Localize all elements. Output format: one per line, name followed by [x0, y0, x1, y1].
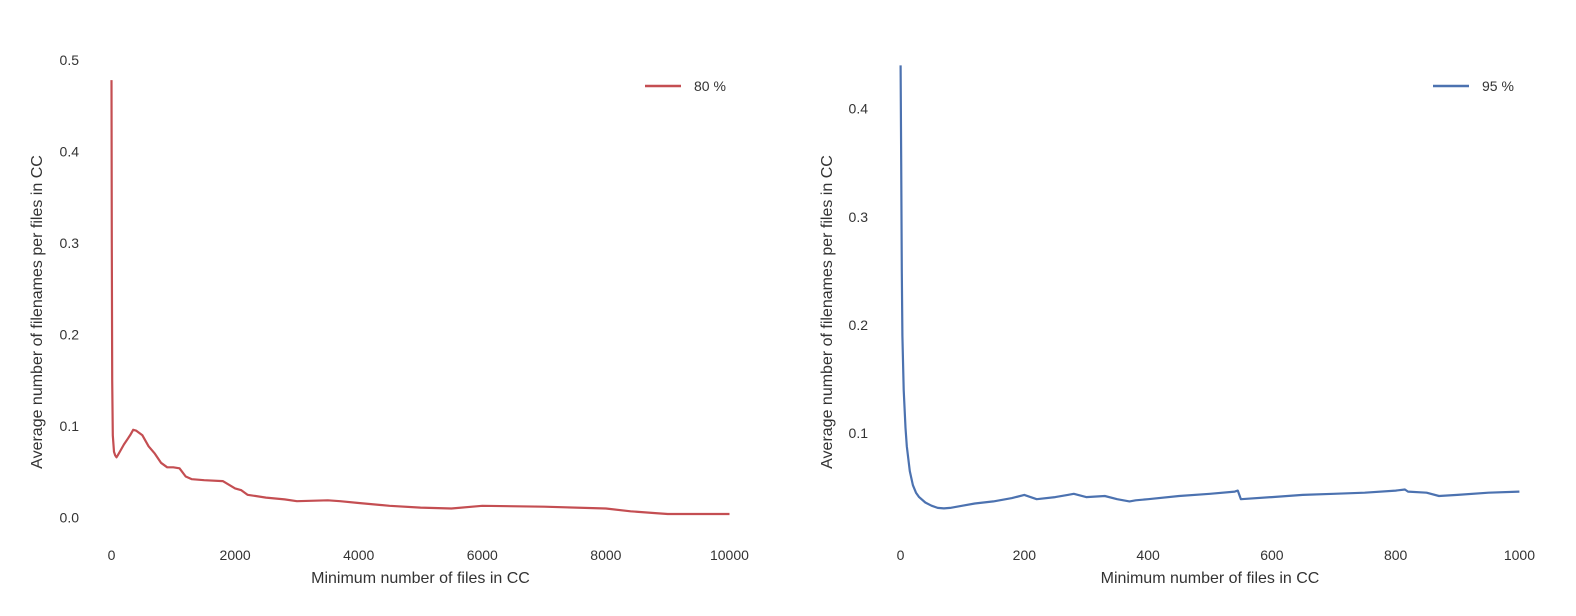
y-tick-label: 0.4	[849, 101, 869, 117]
y-tick-label: 0.3	[849, 209, 869, 225]
y-tick-label: 0.3	[60, 235, 80, 251]
x-tick-label: 10000	[710, 547, 749, 563]
y-tick-label: 0.2	[60, 327, 80, 343]
x-tick-label: 800	[1384, 547, 1408, 563]
y-tick-label: 0.5	[60, 52, 80, 68]
y-tick-labels: 0.1 0.2 0.3 0.4	[849, 101, 869, 442]
x-tick-label: 8000	[590, 547, 621, 563]
y-axis-label: Average number of filenames per files in…	[819, 155, 836, 469]
series-lines	[899, 65, 1520, 510]
x-tick-label: 6000	[467, 547, 498, 563]
y-tick-label: 0.2	[849, 317, 869, 333]
y-tick-labels: 0.0 0.1 0.2 0.3 0.4 0.5	[60, 52, 80, 526]
y-tick-label: 0.1	[60, 418, 80, 434]
y-tick-label: 0.1	[849, 425, 869, 441]
x-tick-label: 200	[1013, 547, 1037, 563]
legend: 80 %	[645, 78, 726, 94]
x-tick-label: 1000	[1504, 547, 1535, 563]
x-tick-label: 600	[1260, 547, 1284, 563]
x-tick-label: 4000	[343, 547, 374, 563]
legend-label-95: 95 %	[1482, 78, 1514, 94]
x-tick-labels: 0 200 400 600 800 1000	[897, 547, 1536, 563]
y-tick-label: 0.0	[60, 510, 80, 526]
x-axis-label: Minimum number of files in CC	[1101, 570, 1320, 587]
legend-label-80: 80 %	[694, 78, 726, 94]
chart-panel-left: 0 2000 4000 6000 8000 10000 0.00.10.20.30.40.…	[29, 52, 749, 587]
series-line	[899, 65, 1520, 510]
x-tick-label: 0	[897, 547, 905, 563]
x-tick-label: 0	[108, 547, 116, 563]
y-tick-label: 0.4	[60, 144, 80, 160]
x-tick-label: 2000	[220, 547, 251, 563]
x-axis-label: Minimum number of files in CC	[311, 570, 530, 587]
x-tick-labels: 0 2000 4000 6000 8000 10000	[108, 547, 749, 563]
series-line	[110, 80, 730, 516]
x-tick-label: 400	[1136, 547, 1160, 563]
series-lines	[110, 80, 730, 516]
legend: 95 %	[1433, 78, 1514, 94]
y-axis-label: Average number of filenames per files in…	[29, 155, 46, 469]
chart-panel-right: 0 200 400 600 800 1000 0.1 0.2 0.3 0.4 95 % Mini…	[819, 65, 1535, 587]
